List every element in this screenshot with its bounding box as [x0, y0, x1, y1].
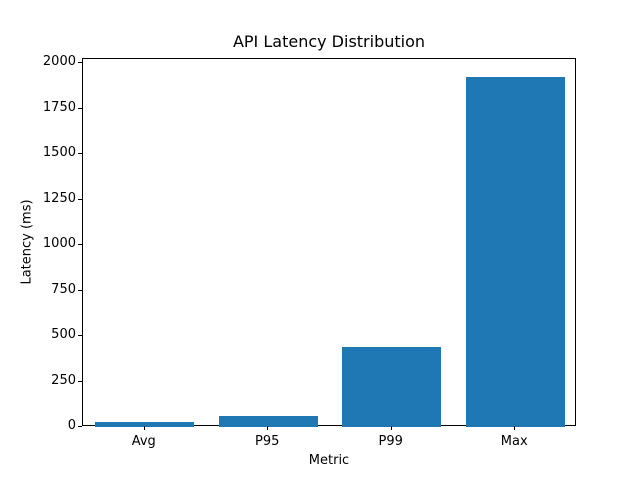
plot-area — [82, 58, 576, 427]
x-tick-label: P99 — [378, 434, 403, 449]
y-tick-label: 750 — [51, 281, 76, 297]
bar-p99 — [342, 346, 442, 427]
y-tick-mark — [78, 335, 82, 336]
bar-max — [465, 76, 565, 427]
y-tick-label: 2000 — [42, 54, 76, 69]
bar-avg — [95, 422, 195, 427]
y-tick-mark — [78, 426, 82, 427]
y-tick-label: 500 — [51, 327, 76, 342]
y-tick-label: 1250 — [42, 190, 76, 206]
y-tick-label: 1000 — [42, 236, 76, 251]
y-tick-mark — [78, 380, 82, 382]
x-tick-label: Avg — [131, 434, 156, 449]
y-tick-label: 250 — [51, 372, 76, 388]
y-tick-mark — [78, 198, 82, 200]
y-tick-mark — [78, 289, 82, 291]
x-tick-label: P95 — [255, 434, 280, 449]
y-tick-mark — [78, 62, 82, 63]
chart-title: API Latency Distribution — [232, 32, 426, 51]
bar-p95 — [218, 416, 318, 427]
x-tick-mark — [390, 426, 392, 430]
y-tick-mark — [78, 153, 82, 154]
x-tick-mark — [143, 426, 145, 430]
y-tick-label: 1500 — [42, 145, 76, 160]
y-tick-mark — [78, 107, 82, 109]
x-axis-label: Metric — [308, 453, 350, 468]
x-tick-mark — [267, 426, 269, 430]
y-tick-label: 0 — [67, 418, 76, 433]
x-tick-label: Max — [500, 434, 528, 449]
y-tick-mark — [78, 244, 82, 245]
y-tick-label: 1750 — [42, 99, 76, 115]
x-tick-mark — [514, 426, 516, 430]
